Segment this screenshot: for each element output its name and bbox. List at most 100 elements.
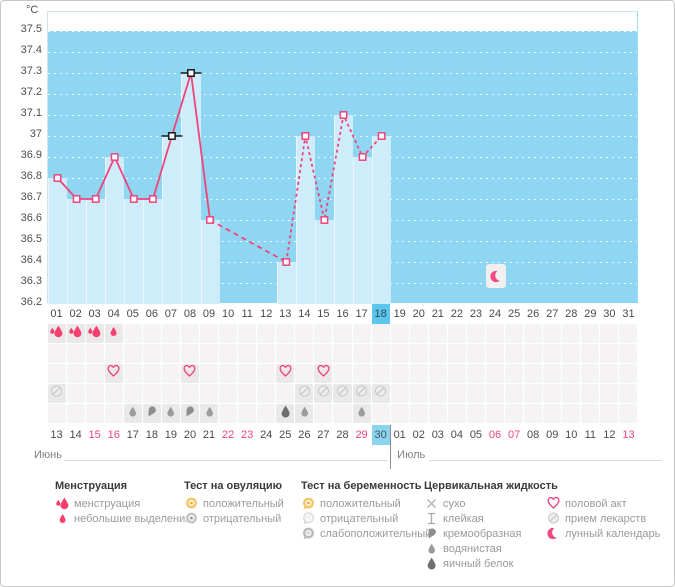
menstruation-row-cell[interactable] <box>238 324 257 343</box>
cycle-day-cell[interactable]: 17 <box>355 308 368 320</box>
medication-row-cell[interactable] <box>66 384 85 403</box>
medication-row-cell[interactable] <box>562 384 581 403</box>
cycle-day-cell[interactable]: 06 <box>145 308 158 320</box>
intercourse-row-cell[interactable] <box>447 364 466 383</box>
medication-row-cell[interactable] <box>314 384 333 403</box>
calendar-date-cell[interactable]: 25 <box>279 429 292 441</box>
intercourse-row-cell[interactable] <box>581 364 600 383</box>
cycle-day-cell[interactable]: 10 <box>221 308 235 320</box>
calendar-date-cell[interactable]: 09 <box>546 429 559 441</box>
medication-row-cell[interactable] <box>619 384 638 403</box>
test-row-cell[interactable] <box>447 344 466 363</box>
menstruation-row-cell[interactable] <box>600 324 619 343</box>
calendar-date-cell[interactable]: 01 <box>393 429 406 441</box>
calendar-date-cell[interactable]: 16 <box>107 429 120 441</box>
cycle-day-cell[interactable]: 19 <box>393 308 406 320</box>
test-row-cell[interactable] <box>600 344 619 363</box>
intercourse-row-cell[interactable] <box>66 364 85 383</box>
test-row-cell[interactable] <box>543 344 562 363</box>
cycle-day-cell[interactable]: 02 <box>69 308 82 320</box>
medication-row-cell[interactable] <box>47 384 66 403</box>
calendar-date-cell[interactable]: 22 <box>221 429 235 441</box>
cycle-day-cell[interactable]: 22 <box>450 308 463 320</box>
calendar-date-cell[interactable]: 29 <box>355 429 368 441</box>
calendar-date-cell[interactable]: 12 <box>603 429 616 441</box>
menstruation-row-cell[interactable] <box>123 324 142 343</box>
fluid-row-cell[interactable] <box>333 404 352 423</box>
medication-row-cell[interactable] <box>352 384 371 403</box>
menstruation-row-cell[interactable] <box>581 324 600 343</box>
calendar-date-cell[interactable]: 20 <box>183 429 197 441</box>
test-row-cell[interactable] <box>257 344 276 363</box>
medication-row-cell[interactable] <box>295 384 314 403</box>
intercourse-row-cell[interactable] <box>409 364 428 383</box>
calendar-date-cell[interactable]: 15 <box>88 429 101 441</box>
medication-row-cell[interactable] <box>581 384 600 403</box>
intercourse-row-cell[interactable] <box>104 364 123 383</box>
test-row-cell[interactable] <box>295 344 314 363</box>
calendar-date-cell[interactable]: 19 <box>164 429 178 441</box>
test-row-cell[interactable] <box>238 344 257 363</box>
calendar-date-cell[interactable]: 08 <box>527 429 540 441</box>
cycle-day-cell[interactable]: 15 <box>317 308 330 320</box>
fluid-row-cell[interactable] <box>104 404 123 423</box>
calendar-date-cell[interactable]: 02 <box>412 429 425 441</box>
test-row-cell[interactable] <box>581 344 600 363</box>
medication-row-cell[interactable] <box>104 384 123 403</box>
calendar-date-cell[interactable]: 17 <box>126 429 139 441</box>
fluid-row-cell[interactable] <box>409 404 428 423</box>
fluid-row-cell[interactable] <box>466 404 485 423</box>
intercourse-row-cell[interactable] <box>85 364 104 383</box>
cycle-day-cell[interactable]: 03 <box>88 308 101 320</box>
menstruation-row-cell[interactable] <box>200 324 219 343</box>
fluid-row-cell[interactable] <box>295 404 314 423</box>
medication-row-cell[interactable] <box>276 384 295 403</box>
calendar-date-cell[interactable]: 14 <box>69 429 82 441</box>
calendar-date-cell[interactable]: 24 <box>260 429 273 441</box>
medication-row-cell[interactable] <box>180 384 199 403</box>
intercourse-row-cell[interactable] <box>180 364 199 383</box>
menstruation-row-cell[interactable] <box>142 324 161 343</box>
cycle-day-cell[interactable]: 23 <box>469 308 483 320</box>
cycle-day-cell[interactable]: 26 <box>527 308 540 320</box>
test-row-cell[interactable] <box>276 344 295 363</box>
calendar-date-cell[interactable]: 10 <box>565 429 578 441</box>
menstruation-row-cell[interactable] <box>619 324 638 343</box>
intercourse-row-cell[interactable] <box>352 364 371 383</box>
fluid-row-cell[interactable] <box>219 404 238 423</box>
fluid-row-cell[interactable] <box>47 404 66 423</box>
intercourse-row-cell[interactable] <box>200 364 219 383</box>
intercourse-row-cell[interactable] <box>371 364 390 383</box>
cycle-day-cell[interactable]: 30 <box>603 308 616 320</box>
calendar-date-cell[interactable]: 04 <box>450 429 463 441</box>
fluid-row-cell[interactable] <box>314 404 333 423</box>
cycle-day-cell[interactable]: 07 <box>164 308 178 320</box>
cycle-day-cell[interactable]: 05 <box>126 308 139 320</box>
intercourse-row-cell[interactable] <box>142 364 161 383</box>
test-row-cell[interactable] <box>104 344 123 363</box>
medication-row-cell[interactable] <box>161 384 180 403</box>
intercourse-row-cell[interactable] <box>524 364 543 383</box>
medication-row-cell[interactable] <box>428 384 447 403</box>
test-row-cell[interactable] <box>390 344 409 363</box>
test-row-cell[interactable] <box>161 344 180 363</box>
menstruation-row-cell[interactable] <box>447 324 466 343</box>
test-row-cell[interactable] <box>333 344 352 363</box>
cycle-day-cell[interactable]: 31 <box>622 308 635 320</box>
calendar-date-cell[interactable]: 23 <box>241 429 254 441</box>
test-row-cell[interactable] <box>219 344 238 363</box>
menstruation-row-cell[interactable] <box>314 324 333 343</box>
test-row-cell[interactable] <box>123 344 142 363</box>
menstruation-row-cell[interactable] <box>371 324 390 343</box>
menstruation-row-cell[interactable] <box>428 324 447 343</box>
menstruation-row-cell[interactable] <box>333 324 352 343</box>
cycle-day-cell[interactable]: 16 <box>336 308 349 320</box>
calendar-date-cell[interactable]: 11 <box>584 429 597 441</box>
test-row-cell[interactable] <box>371 344 390 363</box>
intercourse-row-cell[interactable] <box>505 364 524 383</box>
menstruation-row-cell[interactable] <box>180 324 199 343</box>
test-row-cell[interactable] <box>200 344 219 363</box>
fluid-row-cell[interactable] <box>619 404 638 423</box>
menstruation-row-cell[interactable] <box>161 324 180 343</box>
menstruation-row-cell[interactable] <box>104 324 123 343</box>
